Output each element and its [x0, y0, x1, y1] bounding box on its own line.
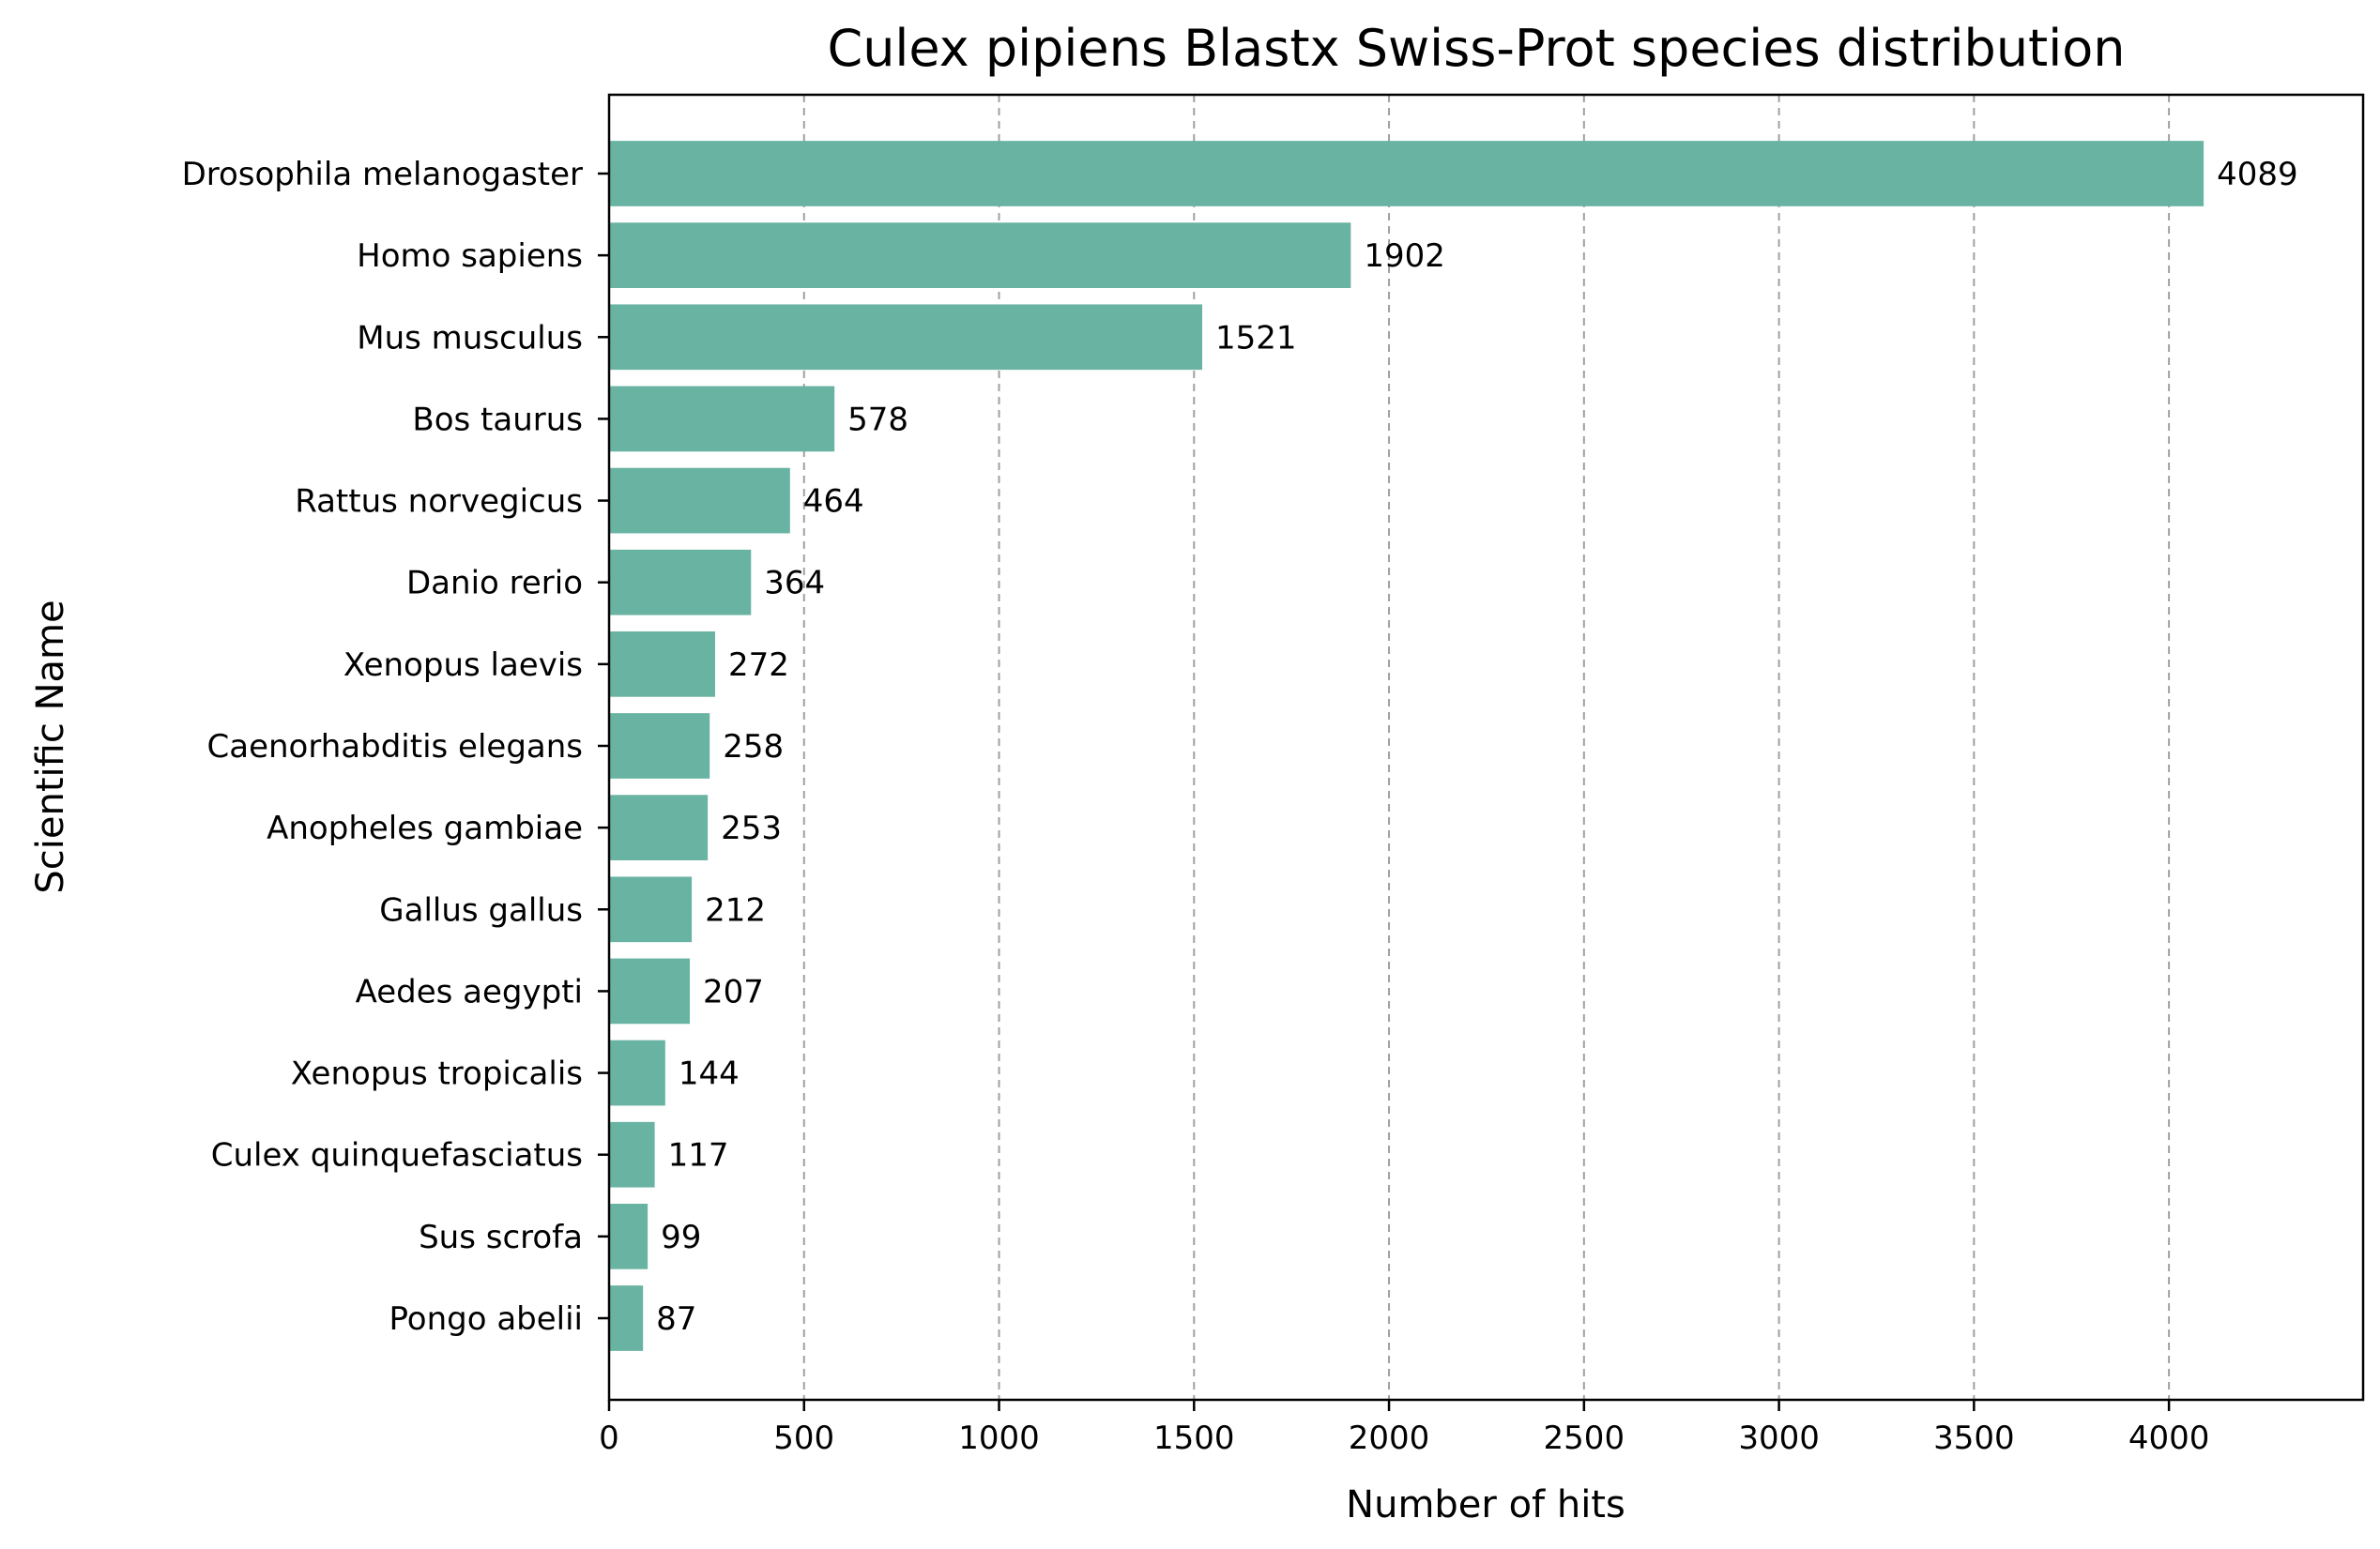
bar-value-label: 258 — [723, 728, 784, 766]
y-axis-label: Scientific Name — [29, 600, 72, 893]
bar — [609, 1121, 655, 1188]
bar-value-label: 117 — [668, 1137, 729, 1175]
y-tick-label: Anopheles gambiae — [267, 810, 583, 847]
bar-value-label: 4089 — [2217, 156, 2298, 193]
bar-value-label: 272 — [728, 646, 789, 684]
bar-value-label: 99 — [661, 1219, 701, 1256]
x-tick-label: 1500 — [1153, 1420, 1235, 1457]
plot-frame — [607, 93, 2365, 1402]
x-tick-label: 500 — [773, 1420, 834, 1457]
bar-value-label: 1902 — [1364, 237, 1445, 275]
bar-value-label: 464 — [803, 483, 864, 521]
bar-value-label: 144 — [679, 1055, 740, 1093]
y-tick-label: Mus musculus — [357, 319, 583, 357]
bar-value-label: 87 — [656, 1300, 696, 1338]
grid-lines — [802, 95, 2171, 1400]
bar — [609, 795, 709, 860]
y-tick-label: Rattus norvegicus — [295, 483, 583, 521]
bar — [609, 1285, 644, 1351]
bar-value-label: 1521 — [1215, 319, 1297, 357]
x-tick-label: 2000 — [1349, 1420, 1430, 1457]
bars — [609, 141, 2205, 1351]
x-tick-label: 4000 — [2128, 1420, 2210, 1457]
y-tick-label: Drosophila melanogaster — [182, 156, 583, 193]
bar — [609, 876, 693, 943]
bar-value-label: 212 — [705, 891, 766, 929]
bar — [609, 1204, 648, 1269]
x-axis-label: Number of hits — [1346, 1483, 1625, 1526]
y-tick-label: Homo sapiens — [357, 237, 583, 275]
bar — [609, 222, 1351, 288]
bar — [609, 713, 710, 779]
x-axis-ticks: 0 500 1000 1500 2000 2500 3000 3500 4000 — [599, 1400, 2209, 1457]
bar — [609, 304, 1203, 371]
y-tick-label: Bos taurus — [412, 401, 583, 438]
y-tick-label: Danio rerio — [406, 565, 583, 602]
bar — [609, 958, 691, 1025]
y-tick-label: Pongo abelii — [389, 1300, 583, 1338]
bar-value-label: 253 — [721, 810, 782, 847]
y-tick-label: Aedes aegypti — [356, 973, 583, 1010]
x-tick-label: 3500 — [1933, 1420, 2015, 1457]
bar — [609, 386, 835, 452]
bar-value-label: 364 — [764, 565, 825, 602]
x-tick-label: 1000 — [958, 1420, 1040, 1457]
y-tick-label: Xenopus tropicalis — [291, 1055, 583, 1093]
bar — [609, 1040, 665, 1106]
x-tick-label: 3000 — [1738, 1420, 1820, 1457]
bar — [609, 467, 790, 534]
x-tick-label: 2500 — [1544, 1420, 1625, 1457]
y-tick-label: Caenorhabditis elegans — [207, 728, 583, 766]
bar-value-label: 578 — [847, 401, 908, 438]
bar-value-label: 207 — [703, 973, 764, 1010]
x-tick-label: 0 — [599, 1420, 619, 1457]
data-labels: 4089 1902 1521 578 464 364 272 258 253 212 207 144 1… — [656, 156, 2297, 1338]
y-tick-label: Xenopus laevis — [343, 646, 583, 684]
y-axis-ticks: Drosophila melanogaster Homo sapiens Mus m… — [182, 156, 609, 1338]
bar — [609, 141, 2205, 206]
bar — [609, 631, 716, 697]
y-tick-label: Gallus gallus — [379, 891, 583, 929]
y-tick-label: Culex quinquefasciatus — [211, 1137, 583, 1175]
bar — [609, 549, 752, 615]
y-tick-label: Sus scrofa — [419, 1219, 583, 1256]
chart-title: Culex pipiens Blastx Swiss-Prot species … — [828, 19, 2126, 78]
